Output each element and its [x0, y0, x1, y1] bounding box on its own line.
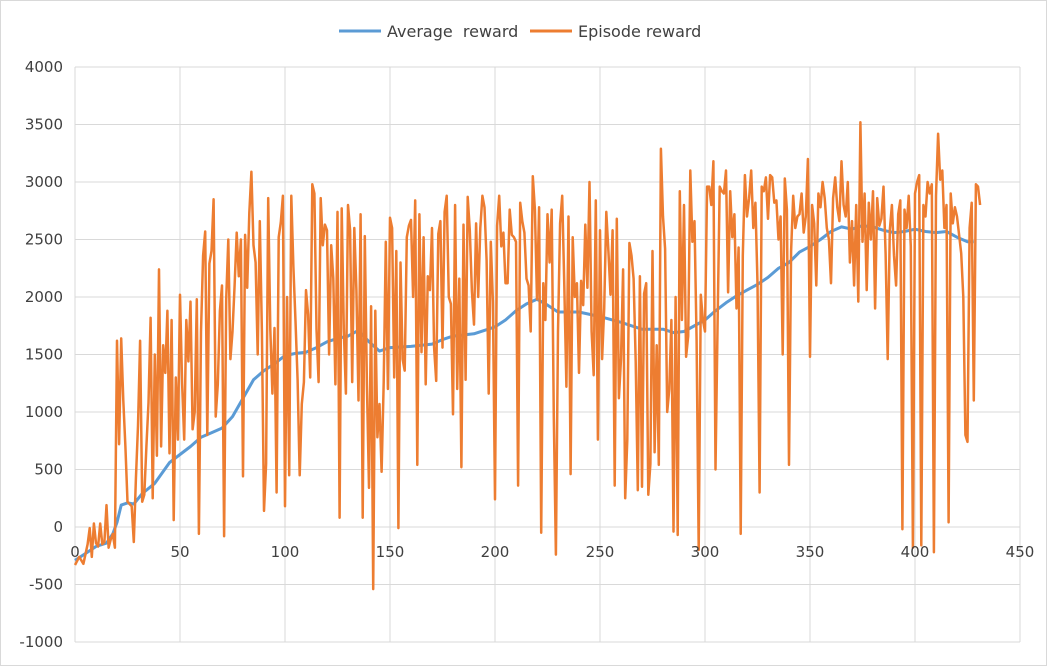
- y-tick-label: 3000: [25, 173, 63, 191]
- y-axis-tick-labels: -1000 -500 0 500 1000 1500 2000 2500 3000 3500 400…: [19, 58, 63, 651]
- y-tick-label: -500: [29, 576, 63, 594]
- y-tick-label: 1000: [25, 403, 63, 421]
- x-tick-label: 0: [70, 543, 80, 561]
- series-line-episode-reward: [73, 120, 982, 591]
- x-tick-label: 450: [1006, 543, 1035, 561]
- x-tick-label: 250: [586, 543, 615, 561]
- x-tick-label: 200: [481, 543, 510, 561]
- gridlines: [74, 66, 1021, 643]
- series-line-average-reward: [74, 224, 974, 562]
- y-tick-label: 2000: [25, 288, 63, 306]
- y-tick-label: 3500: [25, 116, 63, 134]
- y-tick-label: -1000: [19, 633, 63, 651]
- y-tick-label: 500: [34, 461, 63, 479]
- series-layer: [73, 120, 982, 591]
- y-tick-label: 1500: [25, 346, 63, 364]
- x-tick-label: 50: [170, 543, 189, 561]
- y-tick-label: 2500: [25, 231, 63, 249]
- x-tick-label: 350: [796, 543, 825, 561]
- legend-label-episode-reward: Episode reward: [578, 22, 701, 41]
- y-tick-label: 0: [53, 518, 63, 536]
- legend: Average reward Episode reward: [339, 22, 701, 41]
- x-tick-label: 150: [376, 543, 405, 561]
- legend-label-average-reward: Average reward: [387, 22, 518, 41]
- x-tick-label: 300: [691, 543, 720, 561]
- x-tick-label: 100: [271, 543, 300, 561]
- y-tick-label: 4000: [25, 58, 63, 76]
- x-axis-tick-labels: 0 50 100 150 200 250 300 350 400 450: [70, 543, 1034, 561]
- x-tick-label: 400: [901, 543, 930, 561]
